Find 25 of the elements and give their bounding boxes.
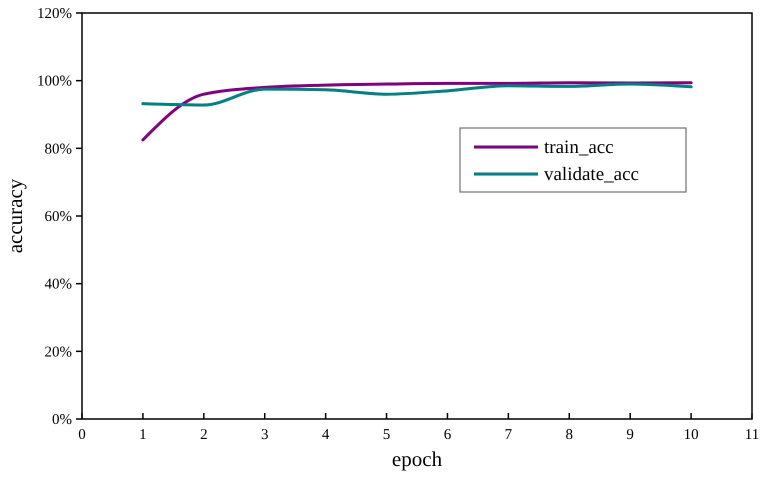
x-tick-label: 6 xyxy=(444,427,452,443)
line-series xyxy=(141,82,693,107)
legend-label: validate_acc xyxy=(544,164,639,185)
x-tick-label: 1 xyxy=(139,427,147,443)
x-axis-title: epoch xyxy=(392,447,443,471)
x-tick-label: 4 xyxy=(322,427,330,443)
y-tick-label: 120% xyxy=(37,6,72,22)
legend-label: train_acc xyxy=(544,137,614,158)
line-series xyxy=(141,81,693,142)
y-axis-title: accuracy xyxy=(3,178,27,254)
y-tick-label: 80% xyxy=(44,141,72,158)
y-tick-label: 60% xyxy=(44,209,72,225)
x-tick-label: 3 xyxy=(260,427,268,443)
x-tick-label: 5 xyxy=(382,427,390,443)
y-tick-label: 100% xyxy=(37,74,72,90)
x-tick-label: 2 xyxy=(200,427,208,443)
y-tick-label: 0% xyxy=(52,412,72,428)
x-tick-label: 7 xyxy=(504,427,513,443)
x-tick-label: 0 xyxy=(78,427,86,443)
x-tick-label: 9 xyxy=(626,427,634,443)
x-tick-label: 10 xyxy=(684,427,699,443)
x-tick-label: 11 xyxy=(744,427,760,443)
x-tick-label: 8 xyxy=(566,427,574,443)
y-tick-label: 40% xyxy=(44,276,72,293)
y-tick-label: 20% xyxy=(44,344,72,360)
